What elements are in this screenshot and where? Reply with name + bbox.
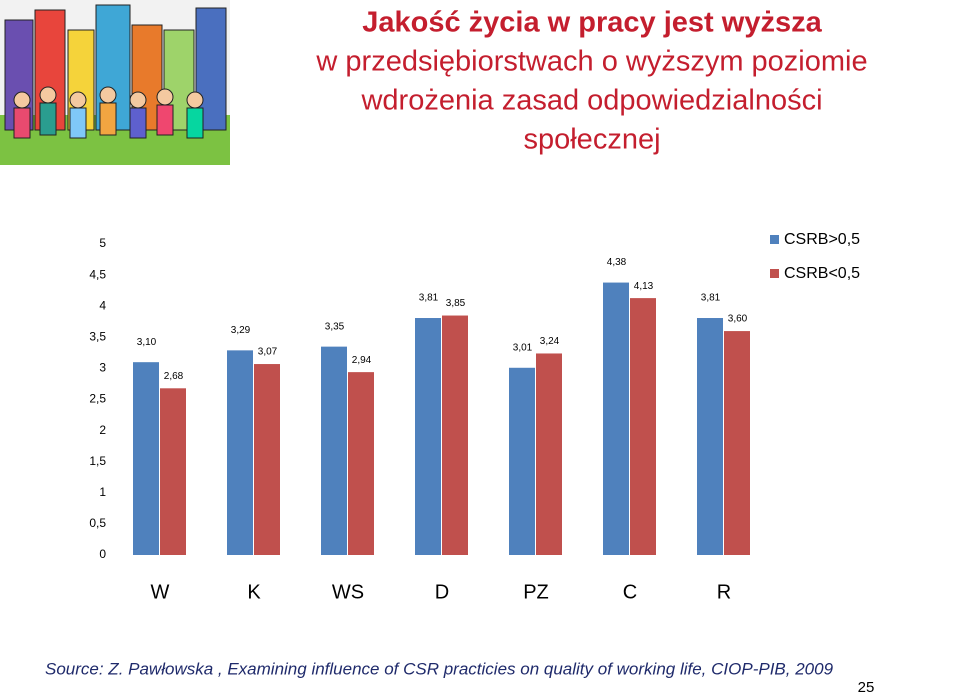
legend-label: CSRB<0,5 [784,265,860,282]
bar [348,372,374,555]
legend-swatch [770,235,779,244]
value-label: 3,07 [258,347,278,358]
page-number: 25 [858,679,875,696]
y-tick-label: 3,5 [89,329,106,343]
bar [630,298,656,555]
bar [603,282,629,555]
value-label: 3,85 [446,298,466,309]
bar [160,388,186,555]
x-tick-label: WS [332,581,364,603]
chart: 0 0,5 1 1,5 2 2,5 3 3,5 4 4,5 5 W 3,10 2,68 K 3,29 3,07 W… [89,231,860,603]
bar [133,362,159,555]
y-tick-label: 1,5 [89,454,106,468]
y-tick-label: 1 [99,485,106,499]
x-tick-label: D [435,581,449,603]
y-tick-label: 3 [99,361,106,375]
x-tick-label: C [623,581,637,603]
value-label: 2,68 [164,371,184,382]
bar [227,350,253,555]
legend-label: CSRB>0,5 [784,231,860,248]
title-line: wdrożenia zasad odpowiedzialności [360,85,822,117]
x-tick-label: K [247,581,261,603]
x-tick-label: PZ [523,581,549,603]
bar [509,367,535,555]
y-tick-label: 5 [99,236,106,250]
bar [536,353,562,555]
value-label: 3,81 [419,293,439,304]
y-tick-label: 4 [99,298,106,312]
source: Source: Z. Pawłowska , Examining influen… [45,659,834,678]
value-label: 4,38 [607,257,627,268]
bar [321,346,347,555]
value-label: 3,35 [325,321,345,332]
bar [415,318,441,555]
value-label: 4,13 [634,281,654,292]
x-tick-label: W [151,581,170,603]
value-label: 3,29 [231,325,251,336]
value-label: 3,60 [728,314,748,325]
bar [254,364,280,555]
y-tick-label: 2,5 [89,392,106,406]
bar [442,315,468,555]
y-tick-label: 4,5 [89,267,106,281]
y-tick-label: 0,5 [89,516,106,530]
illustration [0,0,230,165]
x-tick-label: R [717,581,731,603]
bar [697,318,723,555]
value-label: 3,24 [540,336,560,347]
title-line: społecznej [523,124,660,156]
value-label: 3,81 [701,293,721,304]
value-label: 3,01 [513,342,533,353]
legend-swatch [770,269,779,278]
y-tick-label: 0 [99,547,106,561]
value-label: 3,10 [137,337,157,348]
title-line: Jakość życia w pracy jest wyższa [362,7,822,39]
value-label: 2,94 [352,355,372,366]
title-line: w przedsiębiorstwach o wyższym poziomie [315,46,867,78]
bar [724,331,750,555]
y-tick-label: 2 [99,423,106,437]
